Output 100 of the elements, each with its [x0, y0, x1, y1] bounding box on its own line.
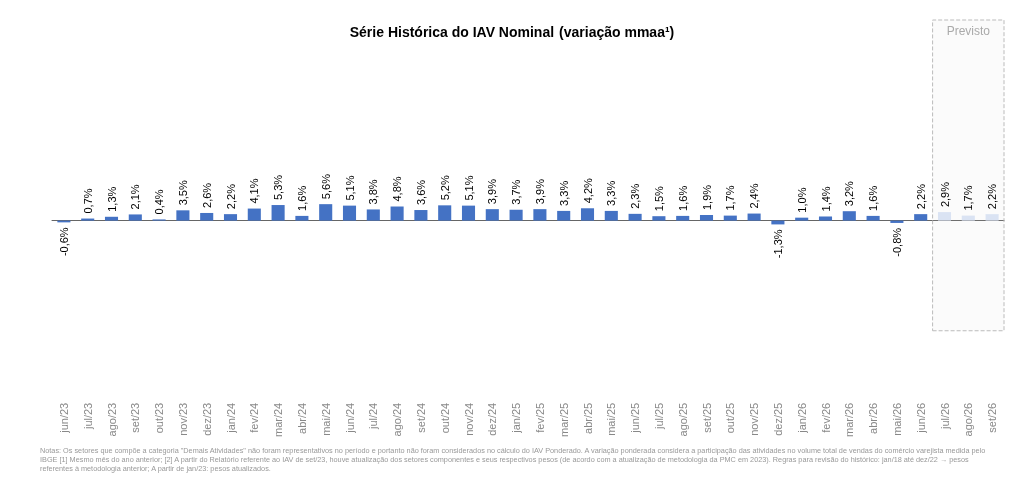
x-tick-label: jul/25 — [652, 402, 665, 431]
x-tick-label: jan/25 — [510, 402, 523, 434]
x-tick-label: set/25 — [700, 402, 713, 433]
bar — [985, 214, 999, 221]
data-label: 1,7% — [724, 185, 737, 211]
x-tick-label: abr/25 — [581, 402, 594, 434]
x-tick-label: jul/23 — [81, 402, 94, 431]
x-tick-label: abr/24 — [295, 402, 308, 434]
data-label: 0,7% — [81, 188, 94, 214]
bar — [676, 215, 690, 221]
data-label: 2,2% — [986, 183, 999, 210]
x-tick-label: jan/24 — [224, 402, 237, 434]
bar — [200, 212, 214, 221]
bar — [557, 210, 571, 221]
x-tick-label: fev/25 — [533, 402, 546, 433]
bar — [128, 214, 142, 221]
x-tick-label: out/24 — [438, 402, 451, 434]
x-tick-label: nov/23 — [176, 402, 189, 436]
data-label: 0,4% — [153, 189, 166, 215]
x-tick-label: dez/24 — [486, 402, 499, 436]
bar — [533, 209, 547, 221]
data-label: 5,1% — [462, 175, 475, 201]
x-tick-label: dez/23 — [200, 402, 213, 436]
x-tick-label: jul/26 — [938, 402, 951, 431]
data-label: 2,6% — [200, 182, 213, 208]
data-label: 1,0% — [795, 187, 808, 213]
x-tick-label: ago/25 — [676, 402, 689, 437]
x-tick-label: mar/25 — [557, 402, 570, 438]
x-tick-label: mar/26 — [843, 402, 856, 438]
x-tick-label: ago/23 — [105, 402, 118, 437]
band-label: Previsto — [946, 23, 991, 38]
data-label: 2,9% — [938, 181, 951, 208]
data-label: 3,2% — [843, 180, 856, 207]
chart-subtitle: (variação mmaa¹) — [559, 24, 675, 40]
bar — [271, 205, 285, 221]
data-label: 4,1% — [248, 178, 261, 204]
bar — [961, 215, 975, 221]
x-tick-label: nov/24 — [462, 402, 475, 436]
bar — [414, 210, 428, 221]
x-tick-label: mai/25 — [605, 402, 618, 436]
bar — [342, 205, 357, 221]
bar — [795, 217, 809, 221]
x-tick-label: mai/24 — [319, 402, 332, 436]
data-label: -1,3% — [771, 229, 784, 259]
data-label: 3,5% — [176, 180, 189, 206]
data-label: 1,5% — [652, 185, 665, 212]
data-label: 1,6% — [867, 185, 880, 211]
bar — [866, 215, 880, 221]
x-tick-label: jun/23 — [57, 402, 70, 434]
x-tick-label: set/26 — [986, 402, 999, 433]
bar — [461, 205, 476, 221]
data-label: 5,3% — [272, 174, 285, 201]
bar — [818, 216, 833, 221]
data-label: 3,9% — [486, 178, 499, 205]
data-label: 3,3% — [557, 180, 570, 206]
x-tick-label: out/25 — [724, 402, 737, 434]
data-label: 1,3% — [105, 186, 118, 212]
bar — [580, 208, 595, 221]
data-label: 2,2% — [914, 183, 927, 210]
bar — [914, 214, 928, 221]
chart-title: Série Histórica do IAV Nominal — [349, 24, 555, 40]
x-tick-label: ago/24 — [391, 402, 404, 437]
data-label: 4,8% — [391, 176, 404, 202]
bar — [247, 208, 261, 221]
x-tick-label: nov/25 — [748, 402, 761, 436]
bar — [509, 209, 523, 221]
x-tick-label: mai/26 — [890, 402, 903, 436]
bar — [699, 215, 714, 221]
data-label: 1,4% — [819, 186, 832, 212]
x-tick-label: jun/25 — [629, 402, 642, 434]
data-label: 5,2% — [438, 175, 451, 201]
x-tick-label: dez/25 — [771, 402, 784, 436]
bar — [652, 216, 666, 221]
bar — [937, 212, 952, 221]
bar — [390, 206, 404, 221]
data-label: 2,1% — [129, 184, 142, 210]
data-label: 1,6% — [676, 185, 689, 211]
bar — [485, 209, 499, 221]
x-tick-label: jun/24 — [343, 402, 356, 434]
bar — [628, 213, 642, 221]
x-tick-label: abr/26 — [867, 402, 880, 434]
data-label: 5,1% — [343, 175, 356, 201]
x-tick-label: jul/24 — [367, 402, 380, 431]
data-label: 3,7% — [510, 179, 523, 205]
bar — [176, 210, 190, 221]
bar — [319, 204, 333, 221]
bar — [366, 209, 380, 221]
x-tick-label: fev/24 — [248, 402, 261, 433]
data-label: 3,6% — [414, 179, 427, 206]
data-label: 4,2% — [581, 177, 594, 204]
data-label: 3,8% — [367, 179, 380, 205]
bar — [81, 218, 95, 221]
x-tick-label: jan/26 — [795, 402, 808, 434]
bar — [842, 211, 856, 221]
data-label: 1,7% — [962, 185, 975, 211]
bar — [295, 215, 309, 221]
data-label: 3,9% — [533, 178, 546, 205]
bar — [438, 205, 452, 221]
x-tick-label: mar/24 — [272, 402, 285, 438]
x-tick-label: ago/26 — [962, 402, 975, 437]
